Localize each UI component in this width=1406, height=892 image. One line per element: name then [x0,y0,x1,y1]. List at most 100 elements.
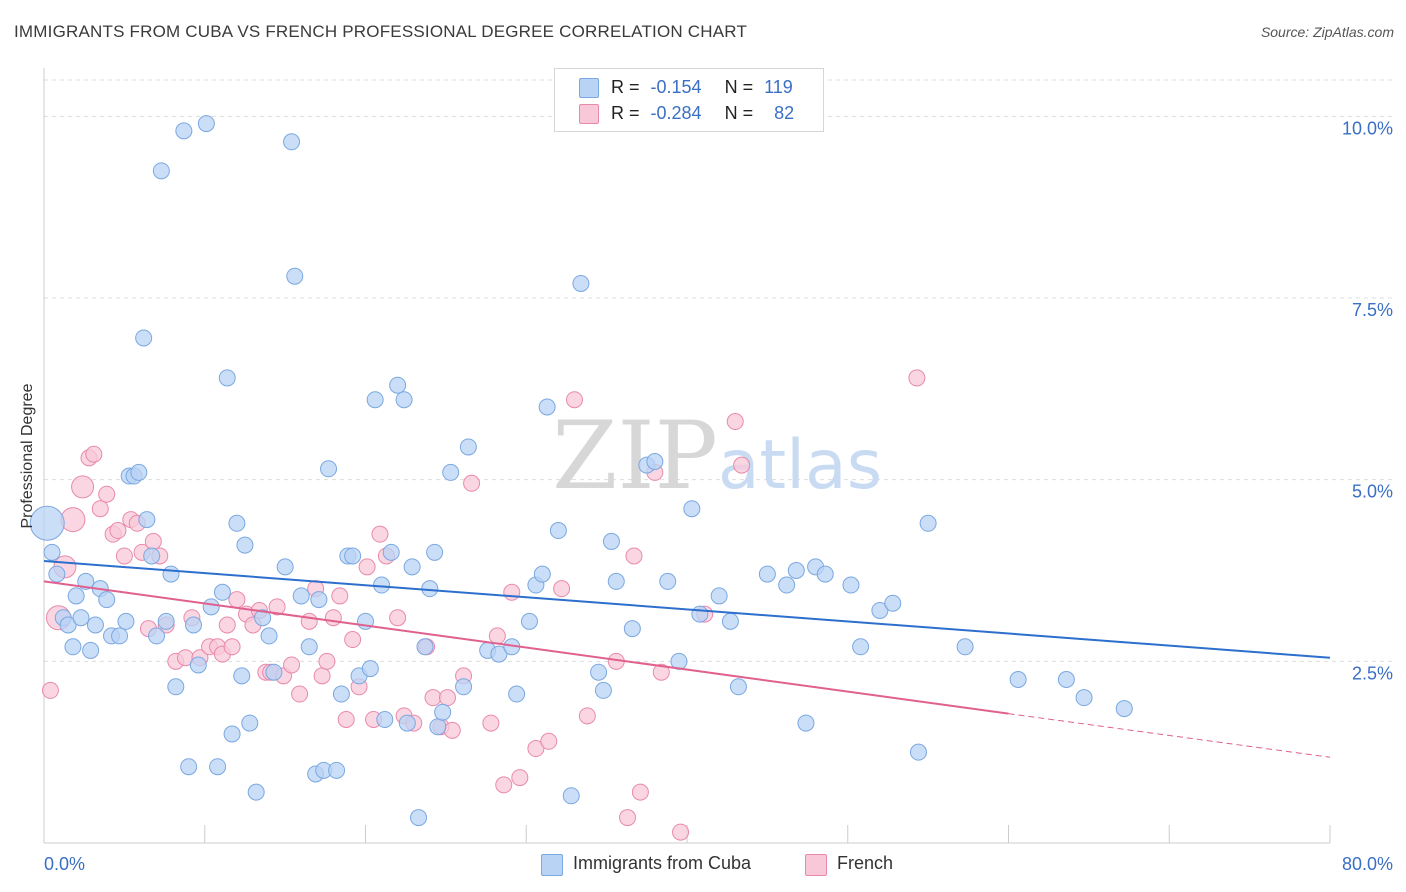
cuba-point [189,656,207,674]
french-point [109,522,127,540]
french-point [389,609,407,627]
cuba-point [152,162,170,180]
french-point [71,475,95,499]
cuba-point [361,660,379,678]
cuba-point [180,758,198,776]
cuba-point [382,543,400,561]
cuba-point [590,663,608,681]
cuba-point [607,572,625,590]
french-point [291,685,309,703]
cuba-point [59,616,77,634]
cuba-point [72,609,90,627]
cuba-point [1115,700,1133,718]
cuba-point [797,714,815,732]
watermark-zip: ZIP [552,402,718,511]
cuba-point [276,558,294,576]
french-point [540,732,558,750]
cuba-point [77,572,95,590]
trend-line-cuba [43,560,1331,659]
legend-swatch-french [805,854,827,876]
cuba-point [111,627,129,645]
cuba-point [429,718,447,736]
y-axis-label: Professional Degree [19,383,36,529]
french-point [625,547,643,565]
tick-labels: 2.5% 5.0% 7.5% 10.0% 0.0% 80.0% [44,118,1393,874]
french-point [726,413,744,431]
french-point [228,591,246,609]
cuba-point [332,685,350,703]
french-point [482,714,500,732]
x-tick-label-min: 0.0% [44,854,85,874]
cuba-point [508,685,526,703]
french-point [495,776,513,794]
cuba-point [86,616,104,634]
cuba-point [286,267,304,285]
cuba-point [389,376,407,394]
cuba-point [233,667,251,685]
french-point [443,721,461,739]
cuba-point [320,460,338,478]
french-point [85,445,103,463]
french-point [503,583,521,601]
french-point [98,485,116,503]
cuba-point [852,638,870,656]
trend-line-french [43,580,1009,715]
cuba-point [691,605,709,623]
french-point [60,507,86,533]
french-point [463,474,481,492]
french-point [438,689,456,707]
french-point [733,456,751,474]
cuba-point [758,565,776,583]
cuba-point [426,543,444,561]
cuba-point [871,601,889,619]
cuba-point [197,115,215,133]
cuba-point [213,583,231,601]
cuba-point [184,616,202,634]
cuba-point [64,638,82,656]
french-point [91,500,109,518]
cuba-point [710,587,728,605]
french-point [218,616,236,634]
french-point [41,681,59,699]
french-point [331,587,349,605]
french-point [511,769,529,787]
french-point [619,809,637,827]
french-point [344,631,362,649]
cuba-point [167,678,185,696]
cuba-point [778,576,796,594]
cuba-point [241,714,259,732]
french-point [300,612,318,630]
stats-swatch-french [579,104,599,124]
cuba-point [67,587,85,605]
french-point [324,609,342,627]
cuba-point [490,645,508,663]
cuba-point [533,565,551,583]
watermark: ZIP atlas [552,402,882,511]
legend-label-french: French [837,853,894,873]
cuba-point [572,274,590,292]
cuba-point [659,572,677,590]
cuba-point [48,565,66,583]
cuba-point [29,505,65,541]
cuba-point [209,758,227,776]
cuba-point [787,562,805,579]
cuba-point [562,787,580,805]
french-point [371,525,389,543]
cuba-point [265,663,283,681]
french-point [672,823,690,841]
cuba-point [884,594,902,612]
cuba-point [162,565,180,583]
trend-lines [43,560,1331,758]
cuba-point [1009,671,1027,688]
cuba-point [310,591,328,609]
french-point [908,369,926,387]
cuba-point [538,398,556,416]
cuba-point [729,678,747,696]
cuba-point [148,627,166,645]
cuba-point [43,543,61,561]
cuba-point [623,620,641,638]
french-point [223,638,241,656]
y-tick-label: 5.0% [1352,482,1393,502]
french-point [318,652,336,670]
